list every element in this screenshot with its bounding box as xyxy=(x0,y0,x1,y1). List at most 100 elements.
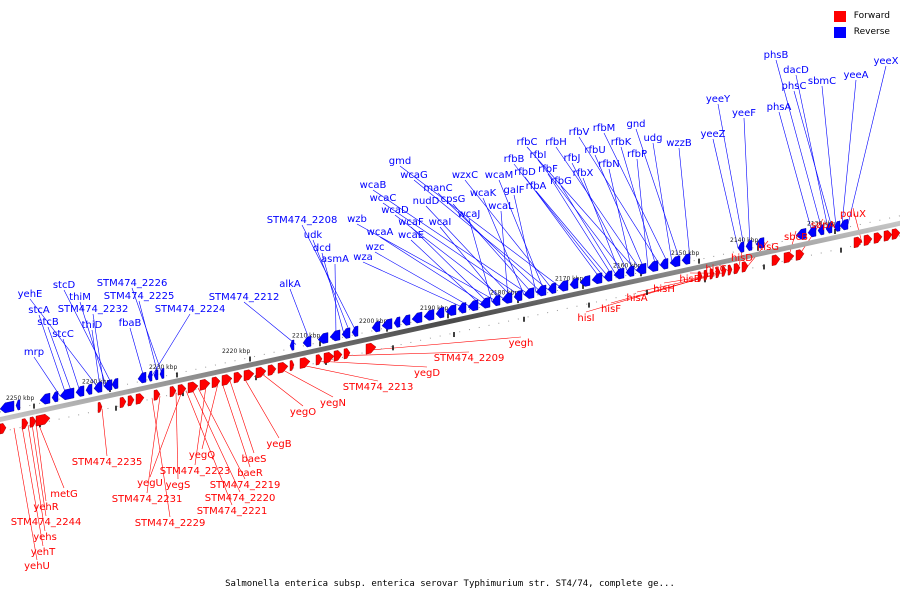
gene-label[interactable]: phsB xyxy=(764,50,789,61)
forward-gene-arrow[interactable] xyxy=(277,362,289,374)
gene-label[interactable]: rfbV xyxy=(569,127,590,138)
gene-label[interactable]: STM474_2209 xyxy=(434,353,505,364)
gene-label[interactable]: wcaF xyxy=(398,217,424,228)
forward-gene-arrow[interactable] xyxy=(127,395,135,407)
forward-gene-arrow[interactable] xyxy=(119,396,127,409)
reverse-gene-arrow[interactable] xyxy=(401,314,411,326)
reverse-gene-arrow[interactable] xyxy=(381,318,393,330)
gene-label[interactable]: sopA xyxy=(811,220,836,231)
gene-label[interactable]: thiD xyxy=(82,320,103,331)
gene-label[interactable]: STM474_2223 xyxy=(160,466,231,477)
gene-label[interactable]: wcaI xyxy=(429,217,452,228)
reverse-gene-arrow[interactable] xyxy=(569,277,579,290)
reverse-gene-arrow[interactable] xyxy=(371,320,381,333)
gene-label[interactable]: yeeX xyxy=(873,56,898,67)
gene-label[interactable]: yehE xyxy=(18,289,43,300)
forward-gene-arrow[interactable] xyxy=(891,228,900,240)
gene-label[interactable]: yegB xyxy=(266,439,291,450)
forward-gene-arrow[interactable] xyxy=(727,264,733,276)
reverse-gene-arrow[interactable] xyxy=(833,220,841,232)
gene-label[interactable]: yehU xyxy=(24,561,50,572)
gene-label[interactable]: rfbA xyxy=(526,181,547,192)
reverse-gene-arrow[interactable] xyxy=(817,224,825,236)
gene-label[interactable]: STM474_2208 xyxy=(267,215,338,226)
reverse-gene-arrow[interactable] xyxy=(795,228,807,240)
reverse-gene-arrow[interactable] xyxy=(681,253,691,265)
forward-gene-arrow[interactable] xyxy=(243,369,255,382)
gene-label[interactable]: stcB xyxy=(37,317,59,328)
reverse-gene-arrow[interactable] xyxy=(302,335,312,348)
gene-label[interactable]: yeeY xyxy=(706,94,731,105)
gene-label[interactable]: wcaA xyxy=(367,227,394,238)
gene-label[interactable]: asmA xyxy=(321,254,349,265)
reverse-gene-arrow[interactable] xyxy=(351,325,359,337)
reverse-gene-arrow[interactable] xyxy=(491,294,501,307)
gene-label[interactable]: wcaC xyxy=(370,193,397,204)
gene-label[interactable]: STM474_2231 xyxy=(112,494,183,505)
reverse-gene-arrow[interactable] xyxy=(317,332,329,344)
gene-label[interactable]: stcD xyxy=(53,280,76,291)
gene-label[interactable]: pduX xyxy=(840,209,866,220)
forward-gene-arrow[interactable] xyxy=(29,416,37,428)
gene-label[interactable]: STM474_2224 xyxy=(155,304,226,315)
gene-label[interactable]: yehR xyxy=(33,502,58,513)
gene-label[interactable]: rfbU xyxy=(584,145,605,156)
reverse-gene-arrow[interactable] xyxy=(153,369,159,381)
gene-label[interactable]: yeeF xyxy=(732,108,756,119)
gene-label[interactable]: wcaD xyxy=(381,205,409,216)
reverse-gene-arrow[interactable] xyxy=(329,329,341,342)
reverse-gene-arrow[interactable] xyxy=(341,327,351,339)
forward-gene-arrow[interactable] xyxy=(783,251,795,264)
reverse-gene-arrow[interactable] xyxy=(825,222,833,234)
reverse-gene-arrow[interactable] xyxy=(159,367,165,379)
reverse-gene-arrow[interactable] xyxy=(513,289,523,302)
reverse-gene-arrow[interactable] xyxy=(737,241,745,253)
gene-label[interactable]: wcaG xyxy=(400,170,428,181)
gene-label[interactable]: STM474_2226 xyxy=(97,278,168,289)
forward-gene-arrow[interactable] xyxy=(187,381,199,394)
gene-label[interactable]: STM474_2225 xyxy=(104,291,175,302)
gene-label[interactable]: rfbN xyxy=(598,159,619,170)
gene-label[interactable]: stcC xyxy=(52,329,74,340)
gene-label[interactable]: udg xyxy=(643,133,662,144)
gene-label[interactable]: STM474_2229 xyxy=(135,518,206,529)
gene-label[interactable]: hisG xyxy=(757,242,779,253)
gene-label[interactable]: yegU xyxy=(137,478,163,489)
forward-gene-arrow[interactable] xyxy=(135,393,145,405)
reverse-gene-arrow[interactable] xyxy=(393,316,401,328)
reverse-gene-arrow[interactable] xyxy=(613,267,625,280)
gene-label[interactable]: sbcB xyxy=(784,232,808,243)
forward-gene-arrow[interactable] xyxy=(715,267,721,279)
gene-label[interactable]: fbaB xyxy=(119,318,142,329)
forward-gene-arrow[interactable] xyxy=(255,366,267,379)
gene-label[interactable]: manC xyxy=(423,183,452,194)
gene-label[interactable]: rfbP xyxy=(627,149,647,160)
reverse-gene-arrow[interactable] xyxy=(423,309,435,321)
forward-gene-arrow[interactable] xyxy=(323,352,335,364)
gene-label[interactable]: rfbB xyxy=(504,154,525,165)
gene-label[interactable]: thiM xyxy=(69,292,91,303)
gene-label[interactable]: rfbF xyxy=(538,164,558,175)
reverse-gene-arrow[interactable] xyxy=(535,284,547,297)
forward-gene-arrow[interactable] xyxy=(365,342,377,355)
gene-label[interactable]: mrp xyxy=(24,347,44,358)
reverse-gene-arrow[interactable] xyxy=(755,237,765,249)
gene-label[interactable]: rfbC xyxy=(517,137,538,148)
reverse-gene-arrow[interactable] xyxy=(411,311,423,324)
gene-label[interactable]: udk xyxy=(304,230,323,241)
gene-label[interactable]: wcaB xyxy=(360,180,387,191)
reverse-gene-arrow[interactable] xyxy=(659,258,669,270)
gene-label[interactable]: STM474_2213 xyxy=(343,382,414,393)
forward-gene-arrow[interactable] xyxy=(771,254,781,266)
gene-label[interactable]: rfbD xyxy=(514,167,536,178)
reverse-gene-arrow[interactable] xyxy=(75,385,85,397)
reverse-gene-arrow[interactable] xyxy=(635,262,647,275)
gene-label[interactable]: STM474_2219 xyxy=(210,480,281,491)
gene-label[interactable]: wcaM xyxy=(485,170,513,181)
reverse-gene-arrow[interactable] xyxy=(445,304,457,316)
reverse-gene-arrow[interactable] xyxy=(647,260,659,272)
reverse-gene-arrow[interactable] xyxy=(457,302,467,314)
forward-gene-arrow[interactable] xyxy=(703,269,709,281)
gene-label[interactable]: STM474_2235 xyxy=(72,457,143,468)
reverse-gene-arrow[interactable] xyxy=(479,296,491,309)
